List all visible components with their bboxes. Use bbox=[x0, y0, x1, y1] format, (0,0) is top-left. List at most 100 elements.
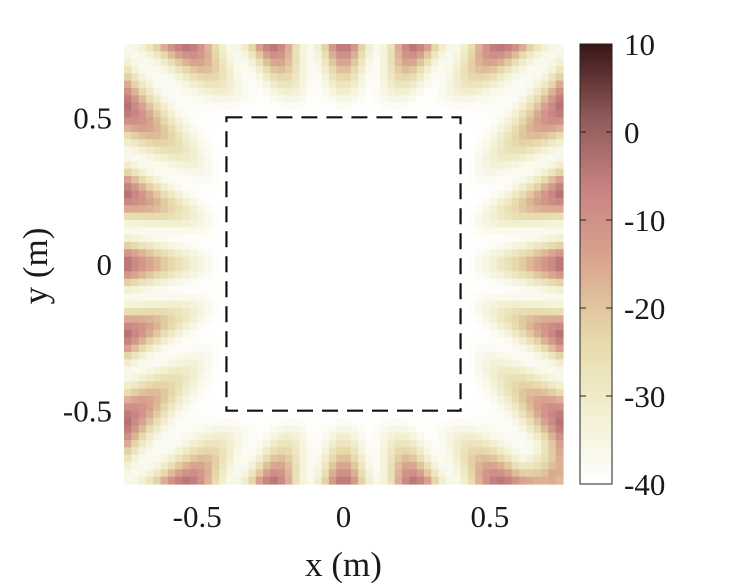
heatmap-cell bbox=[402, 476, 410, 485]
heatmap-cell bbox=[219, 286, 228, 294]
heatmap-cell bbox=[299, 176, 308, 184]
heatmap-cell bbox=[504, 51, 513, 60]
heatmap-cell bbox=[306, 425, 315, 434]
heatmap-cell bbox=[555, 220, 564, 228]
heatmap-cell bbox=[138, 425, 147, 434]
heatmap-cell bbox=[226, 308, 235, 316]
heatmap-cell bbox=[460, 286, 469, 294]
heatmap-cell bbox=[460, 440, 469, 448]
heatmap-cell bbox=[431, 352, 440, 360]
heatmap-cell bbox=[445, 447, 454, 456]
heatmap-cell bbox=[263, 190, 271, 199]
heatmap-cell bbox=[211, 388, 220, 397]
heatmap-cell bbox=[548, 462, 557, 470]
heatmap-cell bbox=[548, 344, 557, 353]
heatmap-cell bbox=[453, 168, 462, 177]
heatmap-cell bbox=[138, 396, 147, 404]
heatmap-cell bbox=[189, 168, 198, 177]
heatmap-cell bbox=[380, 425, 388, 434]
heatmap-cell bbox=[387, 249, 396, 258]
heatmap-cell bbox=[270, 454, 279, 463]
heatmap-cell bbox=[416, 396, 425, 404]
x-tick-label: 0 bbox=[336, 499, 352, 534]
heatmap-cell bbox=[409, 315, 418, 324]
heatmap-cell bbox=[328, 161, 337, 170]
heatmap-cell bbox=[453, 256, 462, 265]
heatmap-cell bbox=[416, 146, 425, 155]
heatmap-cell bbox=[277, 242, 286, 250]
heatmap-cell bbox=[423, 146, 432, 155]
heatmap-cell bbox=[299, 146, 308, 155]
heatmap-cell bbox=[336, 337, 345, 346]
heatmap-cell bbox=[226, 176, 235, 184]
heatmap-cell bbox=[292, 205, 301, 214]
heatmap-cell bbox=[548, 447, 557, 456]
heatmap-cell bbox=[409, 388, 418, 397]
heatmap-cell bbox=[197, 176, 206, 184]
heatmap-cell bbox=[372, 447, 381, 456]
heatmap-cell bbox=[423, 190, 432, 199]
heatmap-cell bbox=[497, 308, 506, 316]
heatmap-cell bbox=[145, 440, 154, 448]
heatmap-cell bbox=[314, 146, 323, 155]
heatmap-cell bbox=[416, 447, 425, 456]
heatmap-cell bbox=[541, 139, 549, 148]
heatmap-cell bbox=[270, 440, 279, 448]
heatmap-cell bbox=[211, 161, 220, 170]
heatmap-cell bbox=[233, 205, 242, 214]
heatmap-cell bbox=[314, 139, 323, 148]
heatmap-cell bbox=[467, 212, 476, 221]
heatmap-cell bbox=[160, 51, 169, 60]
heatmap-cell bbox=[343, 476, 352, 485]
heatmap-cell bbox=[131, 352, 140, 360]
heatmap-cell bbox=[519, 66, 528, 74]
heatmap-cell bbox=[131, 425, 140, 434]
heatmap-cell bbox=[226, 220, 235, 228]
heatmap-cell bbox=[138, 315, 147, 324]
heatmap-cell bbox=[445, 220, 454, 228]
heatmap-cell bbox=[197, 73, 206, 82]
heatmap-cell bbox=[284, 410, 293, 419]
heatmap-cell bbox=[358, 73, 367, 82]
heatmap-cell bbox=[299, 88, 308, 96]
heatmap-cell bbox=[124, 440, 132, 448]
heatmap-cell bbox=[460, 88, 469, 96]
heatmap-cell bbox=[489, 212, 498, 221]
heatmap-cell bbox=[284, 264, 293, 272]
heatmap-cell bbox=[504, 110, 513, 118]
heatmap-cell bbox=[504, 278, 513, 287]
heatmap-cell bbox=[555, 190, 564, 199]
heatmap-cell bbox=[306, 95, 315, 104]
heatmap-cell bbox=[263, 432, 271, 441]
heatmap-cell bbox=[409, 278, 418, 287]
heatmap-cell bbox=[241, 330, 249, 338]
heatmap-cell bbox=[277, 278, 286, 287]
heatmap-cell bbox=[394, 286, 403, 294]
heatmap-cell bbox=[343, 286, 352, 294]
heatmap-cell bbox=[416, 330, 425, 338]
heatmap-cell bbox=[167, 293, 176, 302]
heatmap-cell bbox=[519, 418, 528, 426]
heatmap-cell bbox=[519, 293, 528, 302]
heatmap-cell bbox=[306, 440, 315, 448]
heatmap-cell bbox=[328, 359, 337, 368]
heatmap-cell bbox=[336, 146, 345, 155]
heatmap-cell bbox=[182, 212, 191, 221]
heatmap-cell bbox=[248, 44, 257, 52]
heatmap-cell bbox=[402, 176, 410, 184]
heatmap-cell bbox=[241, 396, 249, 404]
heatmap-cell bbox=[555, 110, 564, 118]
heatmap-cell bbox=[438, 359, 447, 368]
heatmap-cell bbox=[182, 227, 191, 236]
heatmap-cell bbox=[343, 352, 352, 360]
heatmap-cell bbox=[248, 374, 257, 382]
heatmap-cell bbox=[211, 330, 220, 338]
heatmap-cell bbox=[160, 432, 169, 441]
heatmap-cell bbox=[402, 102, 410, 111]
heatmap-cell bbox=[519, 432, 528, 441]
heatmap-cell bbox=[475, 242, 484, 250]
heatmap-cell bbox=[211, 58, 220, 67]
heatmap-cell bbox=[182, 256, 191, 265]
heatmap-cell bbox=[548, 315, 557, 324]
heatmap-cell bbox=[189, 183, 198, 192]
